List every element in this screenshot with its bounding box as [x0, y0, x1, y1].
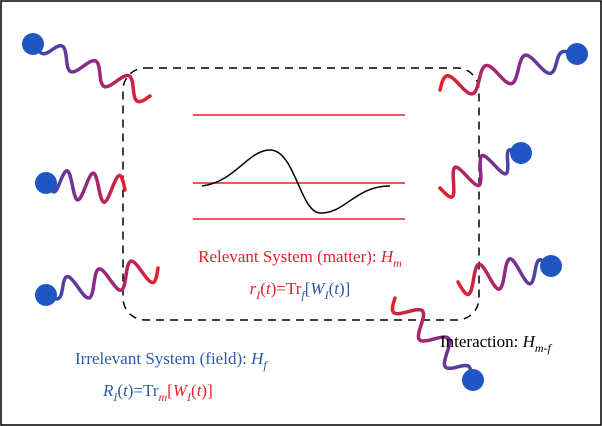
text-segment: m	[159, 390, 168, 404]
text-segment: (	[191, 381, 197, 400]
field-wave	[438, 49, 579, 96]
text-segment: I	[324, 288, 330, 302]
text-segment: W	[173, 381, 189, 400]
text-segment: t	[334, 279, 340, 298]
wavefunction	[201, 149, 391, 214]
text-segment: I	[112, 390, 118, 404]
irrelevant-equation: RI(t)=Trm[WI(t)]	[102, 381, 213, 404]
text-segment: Interaction:	[440, 332, 523, 351]
relevant-label: Relevant System (matter): Hm	[198, 247, 402, 270]
interaction-label: Interaction: Hm-f	[440, 332, 553, 355]
field-wave	[44, 259, 160, 301]
text-segment: I	[186, 390, 192, 404]
text-segment: [	[305, 279, 311, 298]
field-particle	[540, 255, 562, 277]
text-segment: I	[255, 288, 261, 302]
text-segment: t	[123, 381, 129, 400]
text-segment: )]	[339, 279, 350, 298]
field-wave	[456, 256, 553, 297]
field-particle	[35, 172, 57, 194]
system-boundary	[122, 67, 480, 321]
field-particle	[22, 33, 44, 55]
text-segment: f	[301, 288, 306, 302]
text-segment: (	[117, 381, 123, 400]
text-segment: t	[266, 279, 272, 298]
field-wave	[31, 42, 152, 104]
text-segment: H	[380, 247, 395, 266]
text-segment: H	[250, 349, 265, 368]
field-particle	[462, 369, 484, 391]
text-segment: Relevant System (matter):	[198, 247, 381, 266]
field-wave	[390, 296, 475, 382]
field-particle	[35, 284, 57, 306]
relevant-equation: rI(t)=Trf[WI(t)]	[250, 279, 351, 302]
text-segment: )=Tr	[271, 279, 302, 298]
text-segment: (	[329, 279, 335, 298]
text-segment: R	[102, 381, 114, 400]
text-segment: m	[393, 256, 402, 270]
text-segment: m-f	[535, 341, 553, 355]
text-segment: f	[263, 358, 268, 372]
field-particle	[566, 43, 588, 65]
text-segment: Irrelevant System (field):	[75, 349, 251, 368]
text-segment: [	[167, 381, 173, 400]
irrelevant-label: Irrelevant System (field): Hf	[75, 349, 268, 372]
text-segment: (	[260, 279, 266, 298]
field-wave	[44, 168, 127, 205]
text-segment: H	[522, 332, 537, 351]
text-segment: t	[197, 381, 203, 400]
text-segment: )]	[201, 381, 212, 400]
field-wave	[438, 147, 523, 200]
field-particle	[510, 142, 532, 164]
text-segment: W	[310, 279, 326, 298]
text-segment: )=Tr	[128, 381, 159, 400]
text-segment: r	[250, 279, 257, 298]
